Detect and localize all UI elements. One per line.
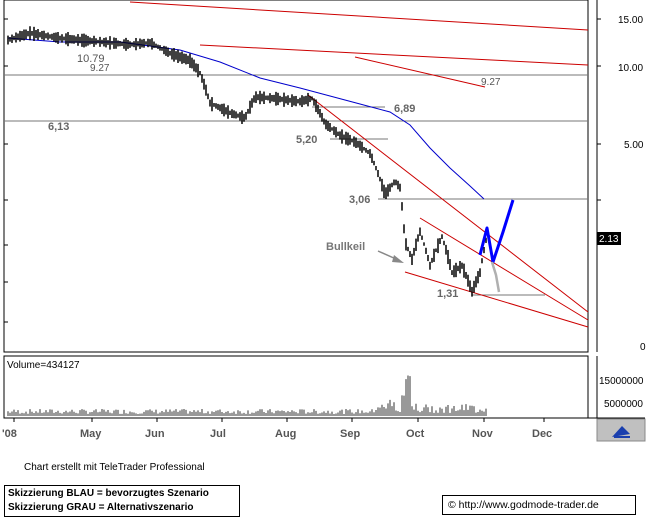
- volume-tick-5m: 5000000: [604, 399, 643, 410]
- last-price-badge: [597, 232, 621, 245]
- x-tick-label: Jun: [145, 428, 165, 440]
- wedge-outer-upper: [419, 217, 589, 321]
- price-bars: [7, 26, 487, 297]
- scenario-grey-text: Skizzierung GRAU = Alternativszenario: [8, 502, 194, 513]
- resistance-line-9-27: [354, 56, 486, 88]
- x-tick-label: Aug: [275, 428, 296, 440]
- copyright-icon: ©: [448, 499, 456, 511]
- y-tick-10: 10.00: [618, 63, 643, 74]
- x-tick-label: Jul: [210, 428, 226, 440]
- website-box[interactable]: © http://www.godmode-trader.de: [442, 495, 636, 515]
- annotation-9-27-right: 9.27: [481, 77, 501, 88]
- x-tick-label: Sep: [340, 428, 360, 440]
- bullkeil-label: Bullkeil: [326, 241, 365, 253]
- level-label-6-13: 6,13: [48, 121, 69, 133]
- x-tick-label: Nov: [472, 428, 494, 440]
- price-panel: [3, 0, 589, 353]
- scenario-blue-text: Skizzierung BLAU = bevorzugtes Szenario: [8, 488, 209, 499]
- level-label-3-06: 3,06: [349, 194, 370, 206]
- x-tick-label: May: [80, 428, 102, 440]
- left-ticks: [4, 18, 8, 323]
- volume-panel: [3, 355, 589, 419]
- level-label-1-31: 1,31: [437, 288, 458, 300]
- zoom-corner-icon[interactable]: [596, 418, 646, 442]
- wedge-upper-line: [307, 94, 589, 313]
- x-tick-label: '08: [2, 428, 17, 440]
- x-tick-label: Dec: [532, 428, 552, 440]
- level-label-10-79: 10.79: [77, 53, 105, 65]
- y-axis: 15.00 10.00 5.00 0: [597, 15, 646, 353]
- trendlines: [129, 1, 589, 328]
- wedge-lower-line: [404, 271, 589, 328]
- resistance-line-mid: [199, 44, 589, 66]
- level-label-9-27: 9.27: [90, 63, 110, 74]
- resistance-line-upper: [129, 1, 589, 31]
- grey-scenario-path: [490, 261, 501, 293]
- scenario-legend: Skizzierung BLAU = bevorzugtes Szenario …: [4, 485, 240, 517]
- x-tick-label: Oct: [406, 428, 425, 440]
- y-tick-5: 5.00: [624, 140, 644, 151]
- last-price-value: 2.13: [599, 234, 619, 245]
- y-tick-0: 0: [640, 342, 646, 353]
- chart-credit: Chart erstellt mit TeleTrader Profession…: [24, 462, 205, 473]
- level-label-6-89: 6,89: [394, 103, 415, 115]
- website-link[interactable]: http://www.godmode-trader.de: [458, 499, 599, 511]
- volume-label: Volume=434127: [7, 360, 80, 371]
- volume-bars: [7, 375, 487, 416]
- x-axis: '08 May Jun Jul Aug Sep Oct Nov Dec: [2, 418, 552, 440]
- bullkeil-arrow-icon: [377, 250, 404, 263]
- y-tick-15: 15.00: [618, 15, 643, 26]
- level-label-5-20: 5,20: [296, 134, 317, 146]
- volume-tick-15m: 15000000: [599, 376, 644, 387]
